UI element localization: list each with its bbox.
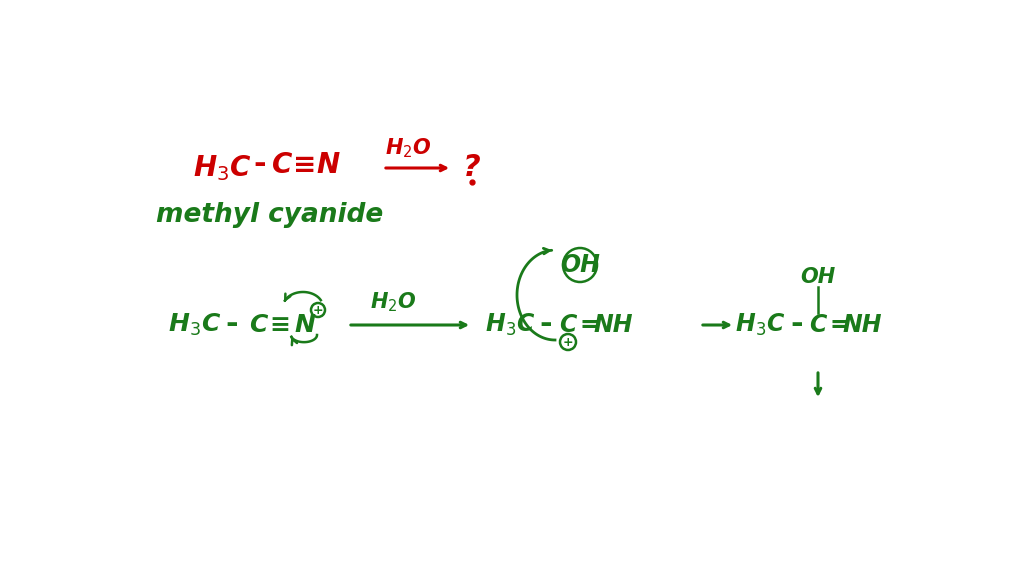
Text: +: + bbox=[562, 335, 573, 348]
Text: =: = bbox=[829, 313, 849, 337]
Text: C: C bbox=[249, 313, 267, 337]
Text: -: - bbox=[791, 310, 803, 339]
Text: H$_3$C: H$_3$C bbox=[168, 312, 221, 338]
Text: N: N bbox=[295, 313, 315, 337]
Text: -: - bbox=[225, 310, 239, 339]
Text: -: - bbox=[254, 150, 266, 180]
Text: -: - bbox=[540, 310, 552, 339]
Text: C: C bbox=[559, 313, 577, 337]
Text: ≡: ≡ bbox=[269, 313, 291, 337]
Text: N: N bbox=[316, 151, 340, 179]
Text: ?: ? bbox=[463, 153, 481, 181]
Text: H$_3$C: H$_3$C bbox=[193, 153, 251, 183]
Text: C: C bbox=[271, 151, 292, 179]
Text: H$_2$O: H$_2$O bbox=[370, 290, 417, 314]
Text: H$_3$C: H$_3$C bbox=[484, 312, 536, 338]
Text: ≡: ≡ bbox=[293, 151, 316, 179]
Text: OH: OH bbox=[560, 253, 600, 277]
Text: C: C bbox=[809, 313, 826, 337]
Text: H$_3$C: H$_3$C bbox=[735, 312, 785, 338]
Text: NH: NH bbox=[593, 313, 633, 337]
Text: =: = bbox=[580, 313, 599, 337]
Text: NH: NH bbox=[843, 313, 882, 337]
Text: OH: OH bbox=[801, 267, 836, 287]
Text: methyl cyanide: methyl cyanide bbox=[157, 202, 384, 228]
Text: H$_2$O: H$_2$O bbox=[385, 136, 431, 160]
Text: +: + bbox=[312, 304, 324, 316]
